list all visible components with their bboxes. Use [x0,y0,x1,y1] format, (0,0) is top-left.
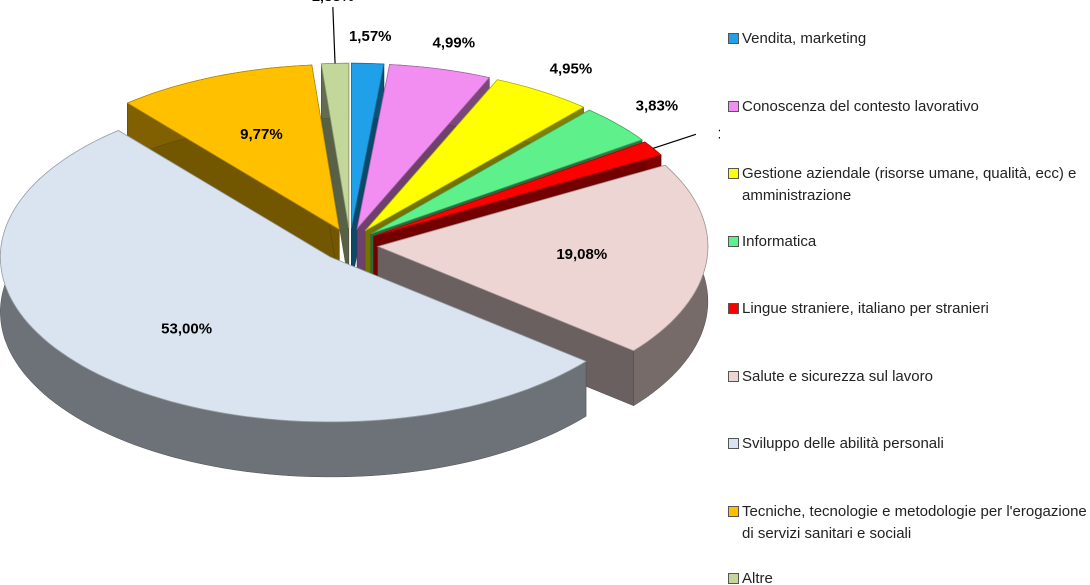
data-label: 1,33% [312,0,355,5]
legend-label: Gestione aziendale (risorse umane, quali… [742,165,1077,204]
legend-swatch [728,438,739,449]
legend-item: Lingue straniere, italiano per stranieri [728,298,1090,320]
slice [351,62,385,229]
legend-label: Vendita, marketing [742,30,867,47]
slice [370,109,643,235]
legend-swatch [728,303,739,314]
legend-swatch [728,370,739,382]
legend-label: Salute e sicurezza sul lavoro [742,367,933,385]
data-label: 53,00% [161,321,212,338]
legend-label: Altre [742,570,773,585]
data-label: 4,99% [433,35,476,52]
legend-swatch [728,235,739,247]
pie-plot: 1,57% 4,99% 4,95% 3,83% 1,47% 19,08% 53,00% 9,7… [0,0,720,478]
slice [364,79,585,232]
legend-item: Vendita, marketing [728,28,1090,50]
leader-line [332,7,336,64]
slice [0,130,587,423]
legend-item: Salute e sicurezza sul lavoro [728,366,1090,388]
legend-swatch [728,505,739,517]
data-label: 19,08% [556,246,607,263]
legend-item: Sviluppo delle abilità personali [728,433,1090,455]
legend-swatch [728,168,739,179]
leader-line [653,133,697,149]
legend-label: Conoscenza del contesto lavorativo [742,97,979,115]
legend-item: Gestione aziendale (risorse umane, quali… [728,163,1090,207]
slice [376,164,709,352]
data-label: 3,83% [636,98,679,115]
legend-item: Tecniche, tecnologie e metodologie per l… [728,501,1090,545]
legend-item: Altre [728,568,1090,585]
data-label: 9,77% [240,126,283,143]
legend-swatch [728,100,739,112]
legend-swatch [728,573,739,584]
legend-swatch [728,33,739,44]
legend-item: Informatica [728,231,1090,253]
data-label: 1,57% [349,28,392,45]
legend-item: Conoscenza del contesto lavorativo [728,96,1090,118]
slice [126,64,340,231]
slice [320,62,350,229]
legend-label: Sviluppo delle abilità personali [742,435,944,452]
data-label: 4,95% [550,60,593,77]
legend-label: Informatica [742,232,817,250]
legend-label: Tecniche, tecnologie e metodologie per l… [742,502,1087,542]
slice [356,64,491,231]
data-label: 1,47% [718,125,720,142]
legend-label: Lingue straniere, italiano per stranieri [742,300,989,317]
